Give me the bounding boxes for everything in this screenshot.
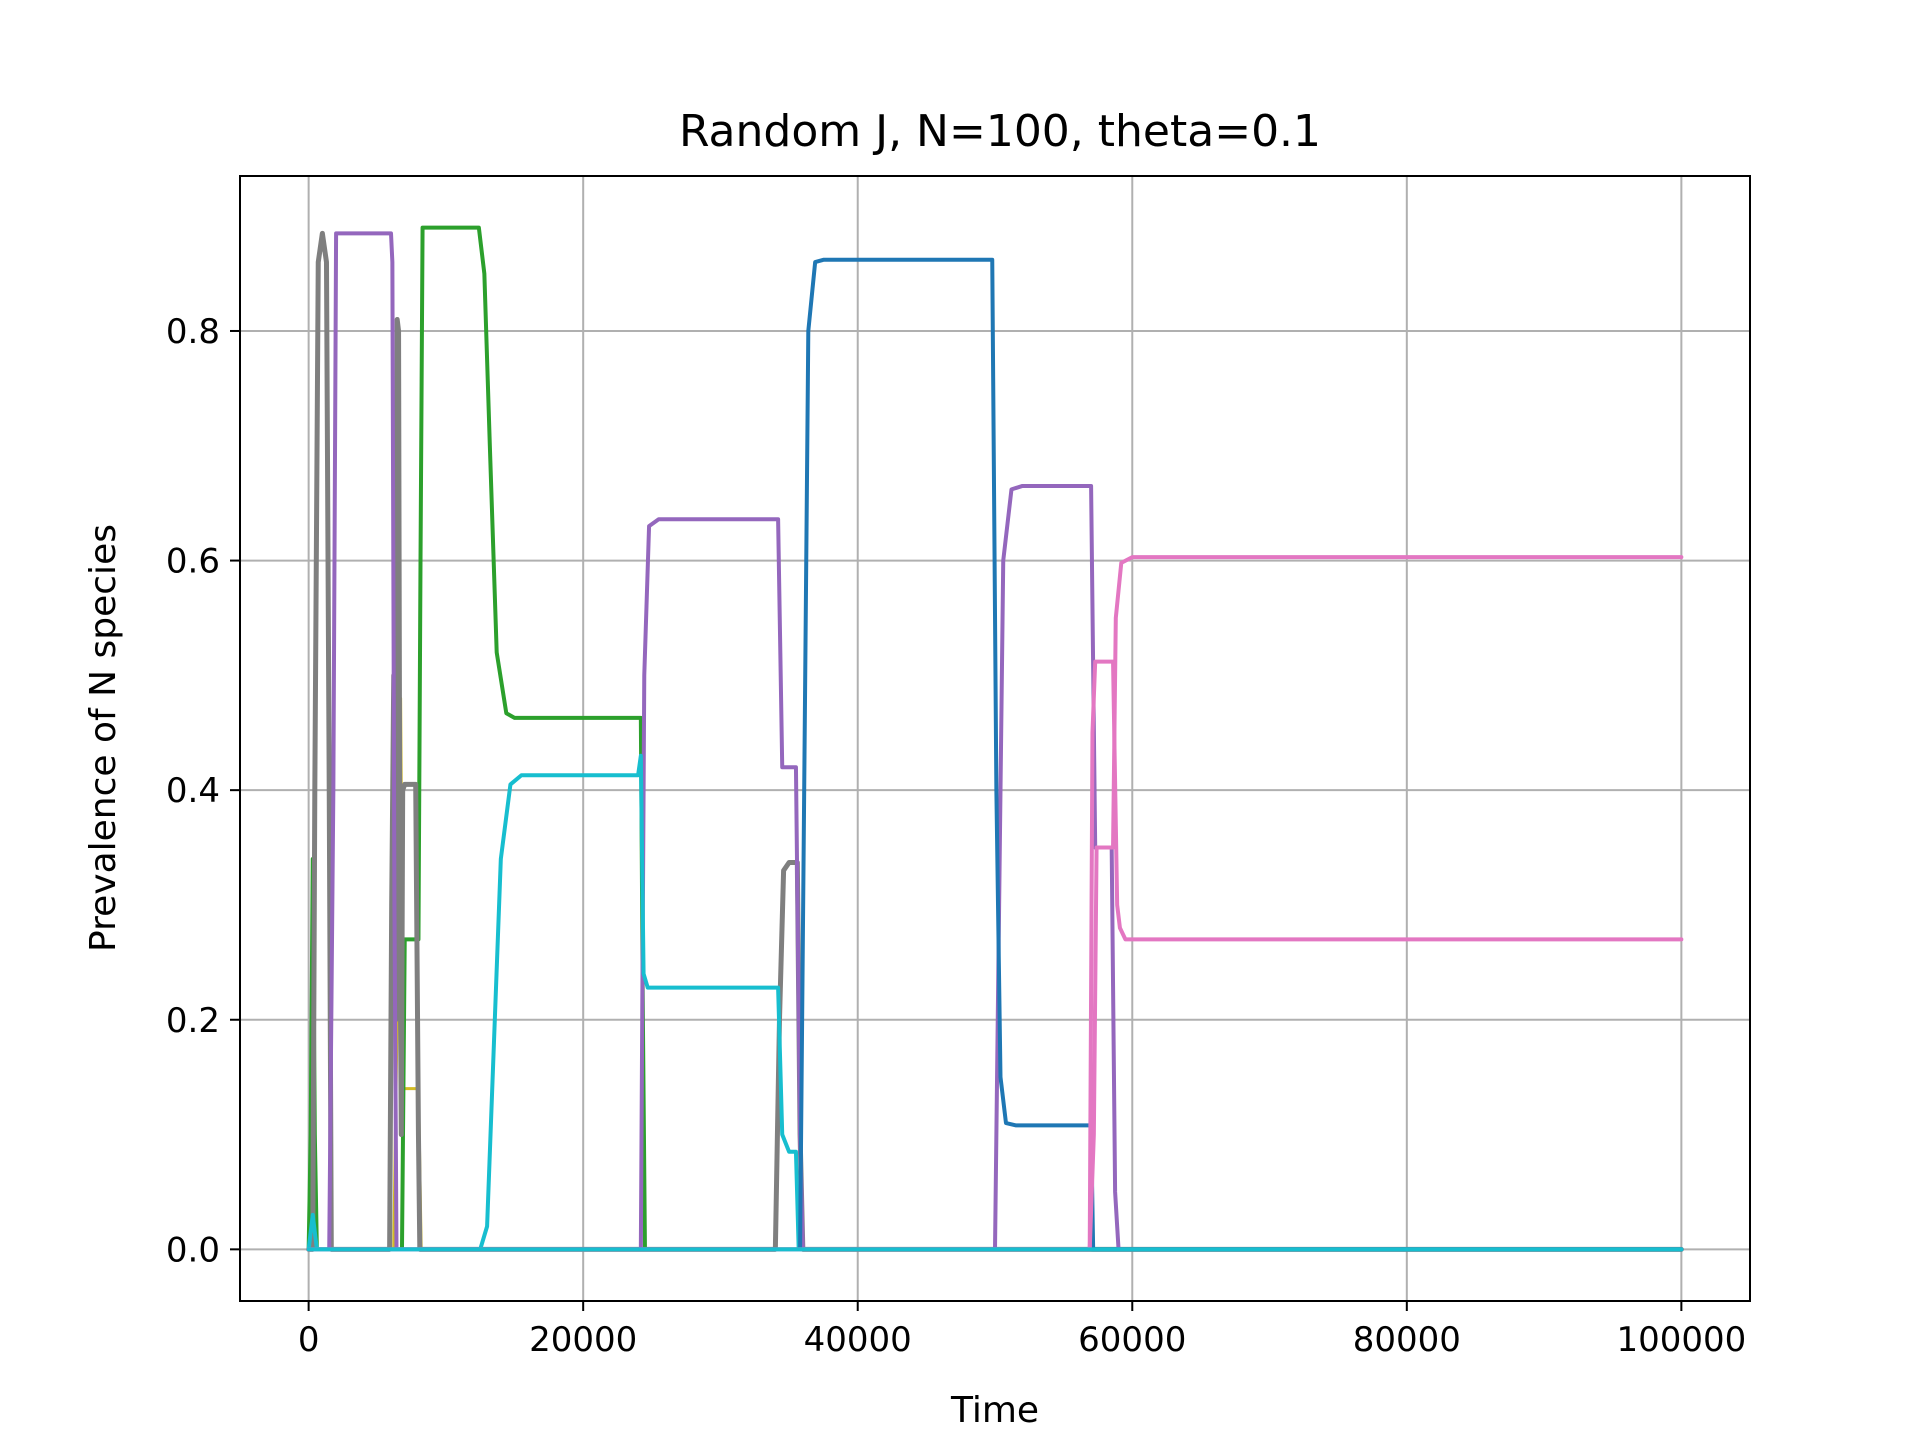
x-tick-label: 20000 <box>529 1320 637 1360</box>
axis-ticks: 0 20000 40000 60000 80000 100000 0.0 0.2 0.4 0.6 0… <box>166 312 1746 1360</box>
x-tick-label: 60000 <box>1078 1320 1186 1360</box>
y-tick-label: 0.0 <box>166 1230 220 1270</box>
x-tick-label: 80000 <box>1353 1320 1461 1360</box>
series-line-4 <box>306 230 1684 1252</box>
x-tick-label: 100000 <box>1616 1320 1746 1360</box>
y-tick-label: 0.6 <box>166 542 220 582</box>
series-line-9 <box>306 555 1684 1252</box>
y-axis-label: Prevalence of N species <box>83 524 124 952</box>
x-tick-label: 0 <box>298 1320 320 1360</box>
series-line-7 <box>306 257 1684 1252</box>
x-tick-label: 40000 <box>804 1320 912 1360</box>
y-tick-label: 0.8 <box>166 312 220 352</box>
y-tick-label: 0.4 <box>166 771 220 811</box>
y-tick-label: 0.2 <box>166 1001 220 1041</box>
plot-area-frame <box>239 175 1751 1302</box>
chart-title: Random J, N=100, theta=0.1 <box>679 106 1321 157</box>
series-lines <box>306 225 1684 1252</box>
x-axis-label: Time <box>950 1390 1039 1431</box>
series-line-8 <box>306 659 1684 1252</box>
